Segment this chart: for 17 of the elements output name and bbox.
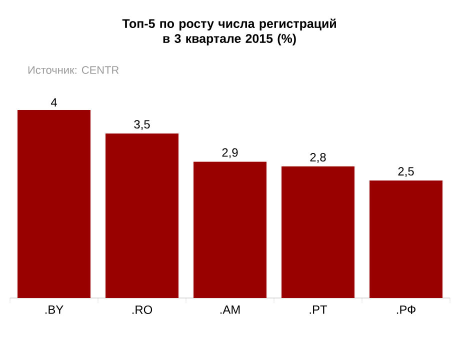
- data-label: 2,5: [398, 167, 414, 177]
- x-tick-label: .RO: [132, 306, 152, 314]
- bar: [194, 162, 267, 298]
- x-tick-label: .PT: [310, 306, 328, 314]
- data-label: 4: [50, 98, 57, 106]
- chart-title: Топ-5 по росту числа регистраций в 3 квартале 2015 (%): [122, 18, 336, 46]
- bar: [18, 110, 91, 298]
- bar: [106, 133, 179, 298]
- x-tick-label: .РФ: [396, 306, 416, 314]
- data-label: 2,8: [310, 153, 326, 163]
- bar: [370, 180, 443, 298]
- bar: [282, 166, 355, 298]
- data-label: 3,5: [134, 120, 150, 130]
- text: Источник: CENTR: [28, 66, 119, 74]
- x-tick-label: .BY: [45, 306, 64, 314]
- x-tick-label: .AM: [220, 306, 240, 314]
- data-label: 2,9: [222, 148, 238, 158]
